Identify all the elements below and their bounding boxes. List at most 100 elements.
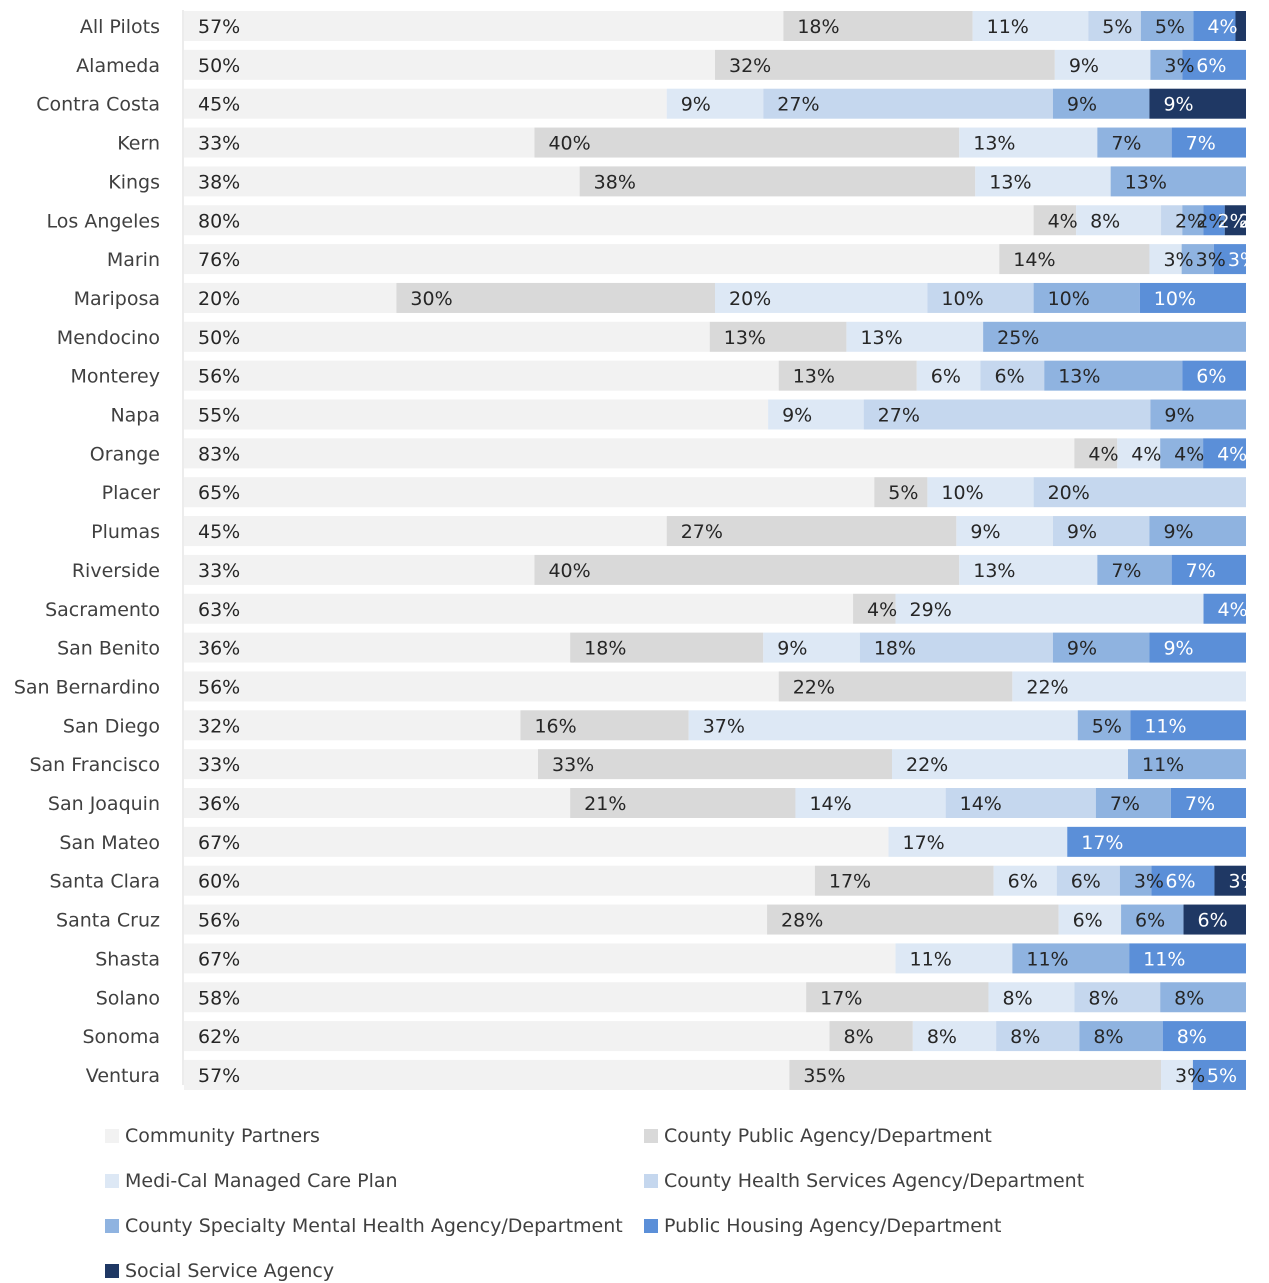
data-label: 10% xyxy=(1048,288,1090,310)
data-label: 5% xyxy=(1207,1065,1237,1087)
bar-segment xyxy=(1077,710,1131,741)
bar-segment xyxy=(972,11,1089,41)
bar-segment xyxy=(1161,205,1183,236)
category-label: Kings xyxy=(108,171,160,193)
bar-segment xyxy=(1052,88,1150,119)
data-label: 6% xyxy=(1071,871,1101,893)
legend-swatch xyxy=(105,1174,119,1188)
data-label: 5% xyxy=(888,482,918,504)
legend-item: Medi-Cal Managed Care Plan xyxy=(105,1170,398,1192)
category-label: San Mateo xyxy=(59,832,160,854)
bar-segment xyxy=(184,88,667,119)
legend-swatch xyxy=(105,1129,119,1143)
data-label: 11% xyxy=(1142,754,1184,776)
bar-segment xyxy=(983,321,1246,352)
data-label: 45% xyxy=(198,521,240,543)
bar-segment xyxy=(778,671,1013,702)
bar-segment xyxy=(778,360,917,391)
data-label: 8% xyxy=(1088,987,1118,1009)
data-label: 27% xyxy=(777,94,819,116)
bar-segment xyxy=(1149,516,1246,547)
data-label: 36% xyxy=(198,793,240,815)
bar-segment xyxy=(396,282,715,313)
chart-plot: 57%18%11%5%5%4%1%50%32%9%3%6%45%9%27%9%9… xyxy=(13,10,1269,1090)
bar-segment xyxy=(1181,244,1214,275)
bar-segment xyxy=(688,710,1078,741)
data-label: 7% xyxy=(1110,793,1140,815)
bar-segment xyxy=(1129,943,1246,974)
data-label: 40% xyxy=(548,560,590,582)
data-label: 6% xyxy=(1073,910,1103,932)
data-label: 8% xyxy=(1090,210,1120,232)
bar-segment xyxy=(715,49,1055,80)
data-label: 9% xyxy=(1163,638,1193,660)
data-label: 13% xyxy=(973,560,1015,582)
category-label: San Benito xyxy=(57,638,160,660)
category-label: Mariposa xyxy=(74,288,160,310)
bar-segment xyxy=(1033,477,1246,508)
data-label: 9% xyxy=(777,638,807,660)
data-label: 17% xyxy=(903,832,945,854)
data-label: 4% xyxy=(1218,599,1248,621)
data-label: 4% xyxy=(1048,210,1078,232)
bar-segment xyxy=(579,166,976,197)
category-label: Napa xyxy=(110,405,160,427)
data-label: 57% xyxy=(198,16,240,38)
data-label: 9% xyxy=(1067,638,1097,660)
bar-segment xyxy=(1224,205,1246,236)
data-label: 10% xyxy=(1154,288,1196,310)
data-label: 11% xyxy=(1144,715,1186,737)
data-label: 4% xyxy=(867,599,897,621)
category-label: Solano xyxy=(96,987,160,1009)
data-label: 2% xyxy=(1239,210,1269,232)
data-label: 22% xyxy=(906,754,948,776)
data-label: 13% xyxy=(724,327,766,349)
data-label: 14% xyxy=(960,793,1002,815)
data-label: 3% xyxy=(1163,249,1193,271)
data-label: 3% xyxy=(1228,871,1258,893)
bar-segment xyxy=(184,632,571,663)
bar-segment xyxy=(709,321,847,352)
data-label: 9% xyxy=(782,405,812,427)
bar-segment xyxy=(184,904,768,935)
data-label: 33% xyxy=(198,560,240,582)
bar-segment xyxy=(1160,438,1204,469)
bar-segment xyxy=(795,788,946,818)
data-label: 8% xyxy=(1174,987,1204,1009)
bar-segment xyxy=(1182,360,1246,391)
data-label: 13% xyxy=(1125,171,1167,193)
bar-segment xyxy=(993,865,1057,896)
legend-swatch xyxy=(644,1129,658,1143)
legend-item: County Specialty Mental Health Agency/De… xyxy=(105,1215,623,1237)
legend-item: County Health Services Agency/Department xyxy=(644,1170,1084,1192)
category-label: Orange xyxy=(90,443,160,465)
bar-segment xyxy=(1056,865,1120,896)
bar-segment xyxy=(184,11,784,41)
bar-segment xyxy=(888,826,1068,857)
data-label: 9% xyxy=(970,521,1000,543)
bar-segment xyxy=(1203,205,1225,236)
bar-segment xyxy=(892,749,1128,780)
bar-segment xyxy=(184,127,535,158)
data-label: 37% xyxy=(703,715,745,737)
data-label: 6% xyxy=(995,366,1025,388)
bar-segment xyxy=(1203,593,1246,624)
data-label: 45% xyxy=(198,94,240,116)
bar-segment xyxy=(538,749,892,780)
data-label: 18% xyxy=(797,16,839,38)
category-label: Ventura xyxy=(86,1065,160,1087)
data-label: 13% xyxy=(973,133,1015,155)
data-label: 5% xyxy=(1155,16,1185,38)
data-label: 18% xyxy=(584,638,626,660)
data-label: 2% xyxy=(1218,210,1248,232)
data-label: 35% xyxy=(803,1065,845,1087)
data-label: 33% xyxy=(552,754,594,776)
bar-segment xyxy=(1170,788,1246,818)
category-label: Los Angeles xyxy=(47,210,160,232)
data-label: 6% xyxy=(1196,55,1226,77)
bar-segment xyxy=(184,710,521,741)
bar-segment xyxy=(1044,360,1183,391)
data-label: 33% xyxy=(198,754,240,776)
bar-segment xyxy=(789,1059,1162,1090)
bar-segment xyxy=(1033,282,1140,313)
